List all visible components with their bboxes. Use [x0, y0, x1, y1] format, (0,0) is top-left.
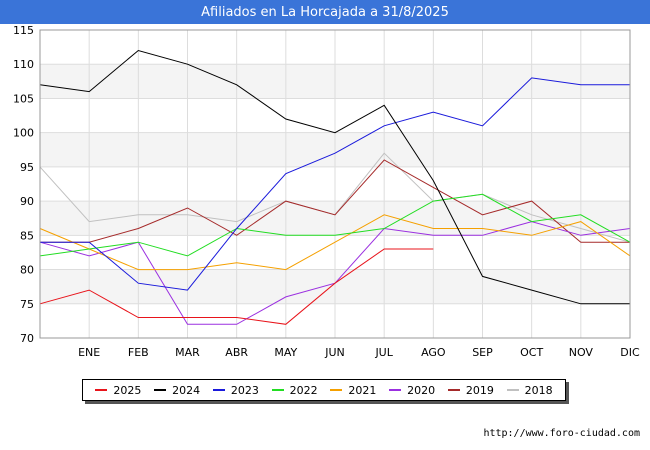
legend-label: 2023: [230, 383, 259, 397]
legend-label: 2021: [348, 383, 377, 397]
x-tick-label: JUL: [374, 346, 393, 359]
x-tick-label: AGO: [421, 346, 446, 359]
x-tick-label: ENE: [78, 346, 100, 359]
legend-entry-2020: 2020: [389, 384, 435, 397]
legend-entry-2023: 2023: [212, 383, 259, 397]
legend-label: 2025: [113, 383, 142, 397]
y-tick-label: 70: [20, 332, 34, 345]
series-lines: [39, 49, 631, 325]
chart-title: Afiliados en La Horcajada a 31/8/2025: [0, 0, 650, 24]
legend-swatch: [95, 389, 108, 391]
legend-swatch: [212, 389, 225, 391]
legend-entry-2025: 2025: [95, 384, 141, 397]
series-line-2019: [40, 159, 630, 243]
x-tick-labels: ENE FEB MAR ABR MAY JUN JUL AGO SEP OCT NOV DIC: [78, 346, 640, 359]
legend-entry-2018: 2018: [506, 383, 553, 397]
legend-swatch: [506, 389, 519, 391]
x-tick-label: JUN: [324, 346, 345, 359]
y-tick-label: 110: [13, 58, 34, 71]
legend-label: 2019: [465, 383, 494, 397]
legend-entry-2019: 2019: [447, 383, 494, 397]
legend-swatch: [154, 389, 167, 391]
legend-swatch: [271, 389, 284, 391]
legend: 2025 2024 2023 2022 2021 2020 2019 2018: [82, 379, 566, 401]
x-tick-label: MAY: [274, 346, 297, 359]
series-line-2021: [39, 214, 631, 271]
legend-label: 2018: [524, 383, 553, 397]
legend-entry-2022: 2022: [271, 383, 318, 397]
source-url: http://www.foro-ciudad.com: [483, 428, 640, 439]
y-tick-label: 105: [13, 92, 34, 105]
legend-swatch: [447, 389, 460, 391]
x-tick-label: FEB: [128, 346, 149, 359]
series-line-2023: [40, 77, 630, 291]
series-line-2025: [39, 248, 434, 325]
y-tick-label: 90: [20, 195, 34, 208]
y-tick-label: 95: [20, 161, 34, 174]
legend-entry-2021: 2021: [330, 384, 376, 397]
y-tick-label: 100: [13, 127, 34, 140]
legend-label: 2024: [172, 383, 201, 397]
x-tick-label: MAR: [175, 346, 200, 359]
legend-entry-2024: 2024: [154, 384, 200, 397]
legend-swatch: [389, 389, 402, 391]
y-tick-label: 115: [13, 24, 34, 37]
x-tick-label: DIC: [620, 346, 640, 359]
plot-border: [39, 29, 631, 339]
y-tick-label: 80: [20, 264, 34, 277]
y-tick-label: 75: [20, 298, 34, 311]
series-line-2022: [39, 193, 631, 257]
y-tick-labels: 70 75 80 85 90 95 100 105 110 115: [13, 24, 34, 345]
chart-title-text: Afiliados en La Horcajada a 31/8/2025: [201, 4, 449, 20]
x-tick-label: ABR: [225, 346, 248, 359]
x-tick-label: SEP: [472, 346, 493, 359]
axes: [39, 29, 631, 339]
y-tick-label: 85: [20, 229, 34, 242]
legend-label: 2022: [289, 383, 318, 397]
legend-swatch: [330, 389, 343, 391]
x-tick-label: OCT: [520, 346, 543, 359]
x-tick-label: NOV: [569, 346, 594, 359]
series-line-2024: [39, 49, 630, 305]
legend-label: 2020: [407, 383, 436, 397]
